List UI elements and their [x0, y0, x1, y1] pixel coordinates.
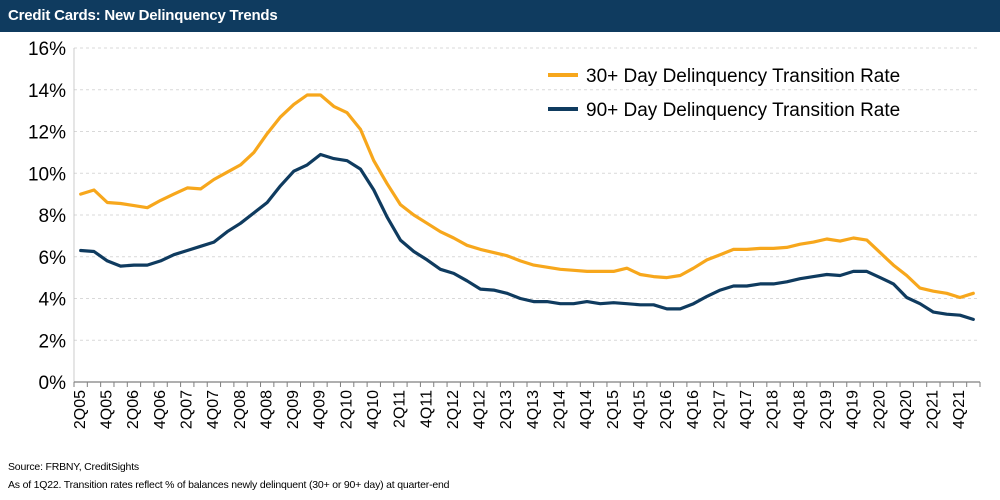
x-tick-label: 2Q17 — [711, 390, 728, 429]
y-tick-label: 10% — [28, 164, 66, 185]
x-tick-label: 4Q12 — [472, 390, 489, 429]
y-tick-label: 14% — [28, 81, 66, 102]
source-note: Source: FRBNY, CreditSights — [8, 461, 139, 473]
x-tick-label: 2Q10 — [338, 390, 355, 429]
x-tick-label: 4Q06 — [152, 390, 169, 429]
x-tick-label: 2Q12 — [445, 390, 462, 429]
y-axis: 0% 2% 4% 6% 8% 10% 12% 14% 16% — [28, 39, 75, 394]
x-tick-label: 4Q09 — [312, 390, 329, 429]
line-chart: 0%2%4%6%8%10%12%14%16% 2Q05 4Q05 2Q06 4Q06 2… — [28, 39, 981, 429]
x-tick-label: 4Q13 — [525, 390, 542, 429]
legend: 30+ Day Delinquency Transition Rate 90+ D… — [548, 66, 900, 121]
x-tick-label: 4Q14 — [578, 390, 595, 429]
y-tick-label: 0% — [39, 373, 67, 394]
x-tick-label: 4Q21 — [951, 390, 968, 429]
y-tick-label: 2% — [39, 331, 67, 352]
y-tick-label: 4% — [39, 290, 67, 311]
series-lines — [79, 93, 975, 321]
grid-lines — [74, 47, 980, 341]
y-tick-label: 8% — [39, 206, 67, 227]
x-tick-label: 2Q20 — [871, 390, 888, 429]
y-tick-label: 6% — [39, 248, 67, 269]
chart-title-bar: Credit Cards: New Delinquency Trends — [0, 0, 1000, 32]
x-tick-label: 4Q19 — [845, 390, 862, 429]
x-axis: 2Q05 4Q05 2Q06 4Q06 2Q07 4Q07 2Q08 4Q08 2Q09 4Q09… — [72, 381, 981, 429]
x-tick-label: 4Q18 — [791, 390, 808, 429]
x-tick-label: 2Q16 — [658, 390, 675, 429]
x-tick-label: 2Q06 — [125, 390, 142, 429]
x-tick-label: 2Q19 — [818, 390, 835, 429]
x-tick-label: 4Q15 — [631, 390, 648, 429]
y-tick-label: 16% — [28, 39, 66, 60]
x-tick-label: 2Q05 — [72, 390, 89, 429]
x-tick-label: 2Q09 — [285, 390, 302, 429]
legend-label: 90+ Day Delinquency Transition Rate — [586, 100, 900, 121]
methodology-note: As of 1Q22. Transition rates reflect % o… — [8, 479, 450, 491]
x-tick-label: 2Q08 — [232, 390, 249, 429]
chart-title: Credit Cards: New Delinquency Trends — [8, 7, 278, 24]
y-tick-label: 12% — [28, 123, 66, 144]
x-tick-label: 2Q11 — [392, 390, 409, 428]
x-tick-label: 2Q07 — [178, 390, 195, 429]
x-tick-label: 4Q10 — [365, 390, 382, 429]
x-tick-label: 2Q13 — [498, 390, 515, 429]
x-tick-label: 4Q17 — [738, 390, 755, 429]
x-tick-label: 2Q14 — [552, 390, 569, 429]
x-tick-label: 4Q05 — [99, 390, 116, 429]
series-90-day-line — [79, 152, 975, 321]
x-tick-label: 2Q21 — [925, 390, 942, 429]
series-30-day-line — [79, 93, 975, 300]
x-tick-label: 4Q20 — [898, 390, 915, 429]
x-tick-label: 2Q18 — [765, 390, 782, 429]
x-tick-label: 4Q08 — [258, 390, 275, 429]
x-tick-label: 4Q16 — [685, 390, 702, 429]
x-tick-label: 4Q07 — [205, 390, 222, 429]
x-tick-label: 4Q11 — [418, 390, 435, 428]
x-tick-label: 2Q15 — [605, 390, 622, 429]
legend-label: 30+ Day Delinquency Transition Rate — [586, 66, 900, 87]
